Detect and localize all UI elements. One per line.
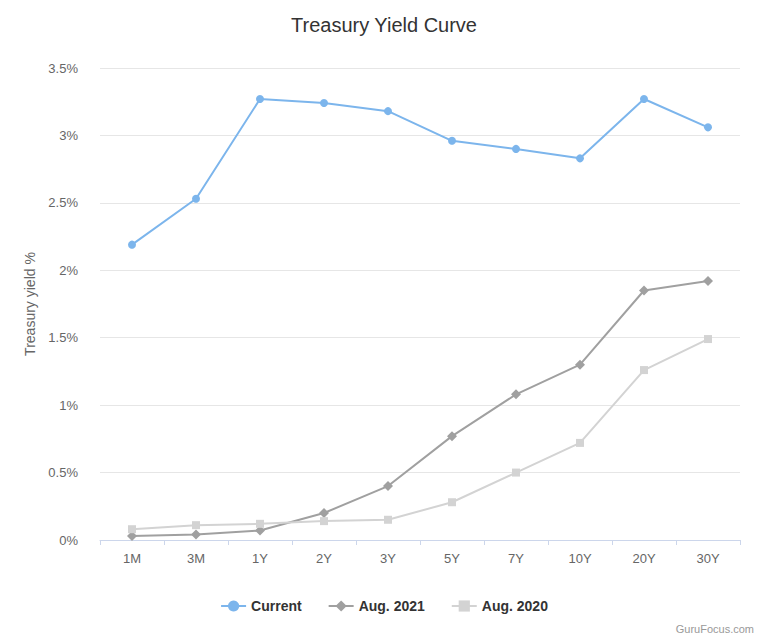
svg-text:2.5%: 2.5% bbox=[48, 195, 78, 210]
svg-text:3.5%: 3.5% bbox=[48, 61, 78, 76]
svg-text:10Y: 10Y bbox=[568, 551, 591, 566]
svg-text:0.5%: 0.5% bbox=[48, 465, 78, 480]
svg-text:2%: 2% bbox=[59, 263, 78, 278]
svg-text:3Y: 3Y bbox=[380, 551, 396, 566]
svg-text:5Y: 5Y bbox=[444, 551, 460, 566]
svg-text:3M: 3M bbox=[187, 551, 205, 566]
svg-text:Current: Current bbox=[251, 598, 302, 614]
svg-text:0%: 0% bbox=[59, 533, 78, 548]
svg-text:Aug. 2020: Aug. 2020 bbox=[482, 598, 548, 614]
svg-text:3%: 3% bbox=[59, 128, 78, 143]
svg-text:1.5%: 1.5% bbox=[48, 330, 78, 345]
svg-text:Treasury Yield Curve: Treasury Yield Curve bbox=[291, 14, 477, 36]
svg-text:Aug. 2021: Aug. 2021 bbox=[359, 598, 425, 614]
svg-text:1Y: 1Y bbox=[252, 551, 268, 566]
svg-text:20Y: 20Y bbox=[632, 551, 655, 566]
svg-text:Treasury yield %: Treasury yield % bbox=[22, 252, 38, 356]
svg-text:1%: 1% bbox=[59, 398, 78, 413]
svg-text:GuruFocus.com: GuruFocus.com bbox=[676, 623, 754, 635]
svg-text:30Y: 30Y bbox=[696, 551, 719, 566]
svg-text:7Y: 7Y bbox=[508, 551, 524, 566]
svg-text:2Y: 2Y bbox=[316, 551, 332, 566]
svg-text:1M: 1M bbox=[123, 551, 141, 566]
